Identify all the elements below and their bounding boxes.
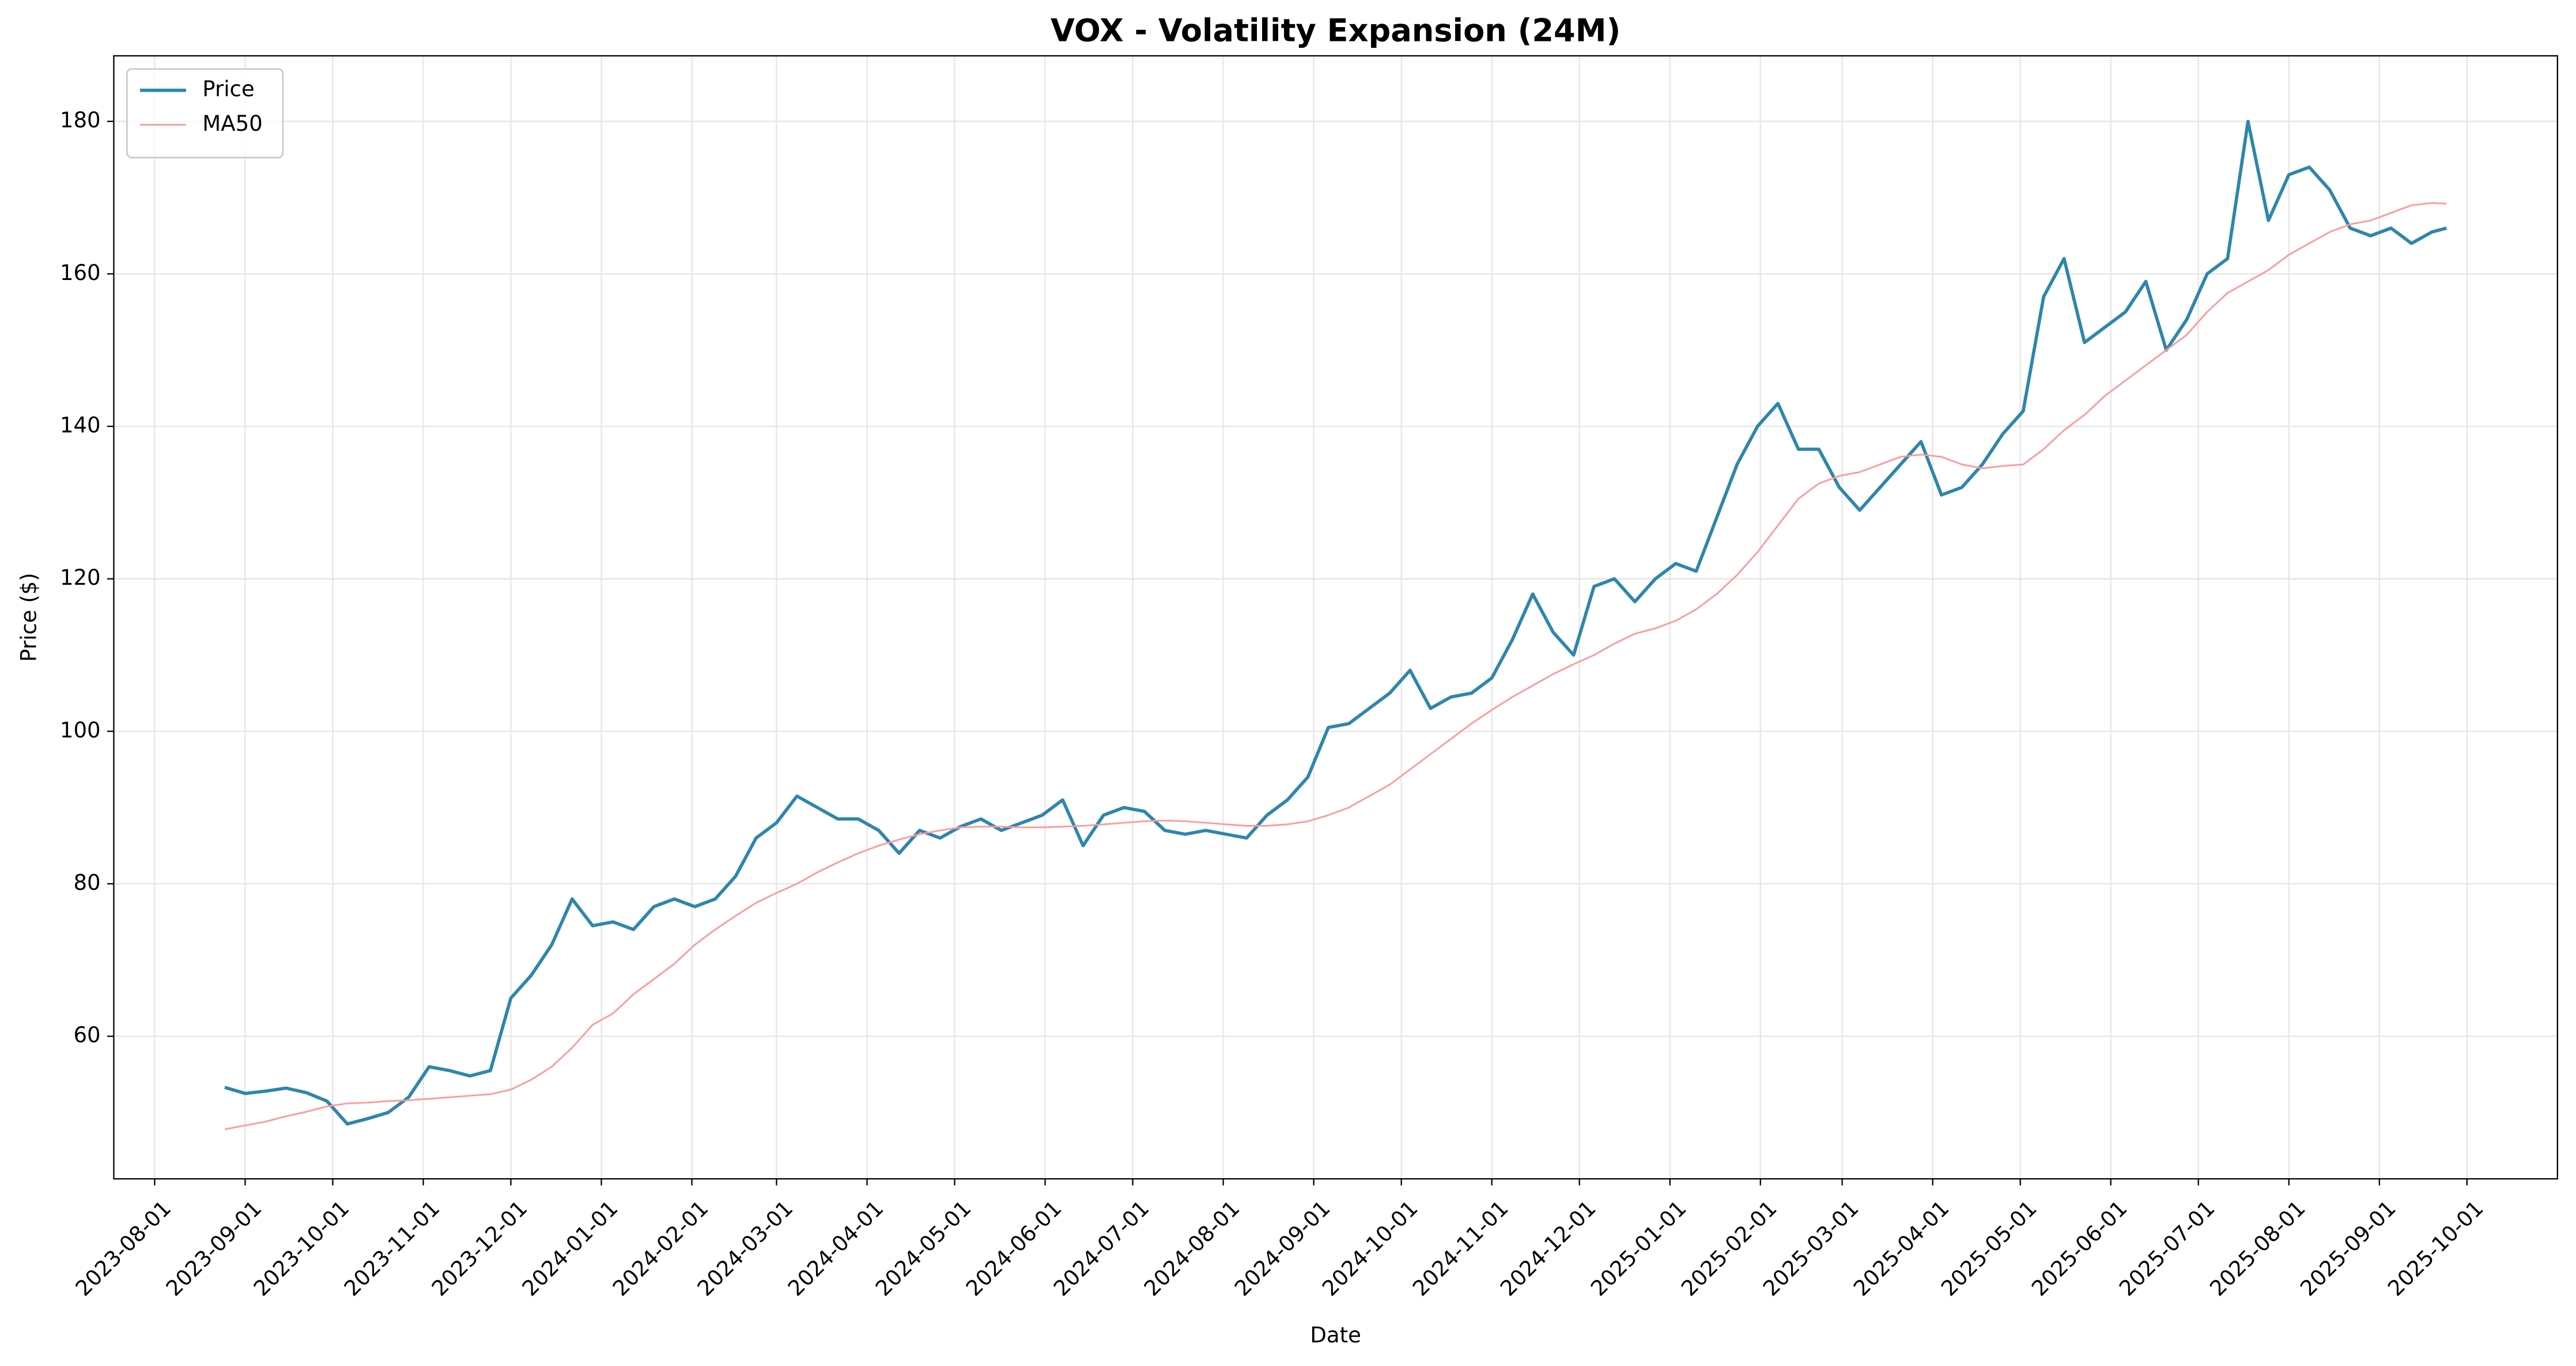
x-tick-label: 2024-08-01 xyxy=(1139,1196,1245,1301)
line-series xyxy=(224,202,2447,1130)
y-tick-label: 180 xyxy=(60,108,101,133)
y-tick-label: 100 xyxy=(60,718,101,743)
x-tick-label: 2023-08-01 xyxy=(71,1196,176,1301)
y-tick-label: 60 xyxy=(73,1023,100,1047)
x-tick-label: 2025-01-01 xyxy=(1586,1196,1691,1301)
plot-frame xyxy=(113,55,2559,1180)
y-tick-label: 120 xyxy=(60,565,101,590)
chart-title: VOX - Volatility Expansion (24M) xyxy=(1051,13,1621,49)
line-series xyxy=(224,119,2447,1126)
y-axis-label: Price ($) xyxy=(17,573,41,662)
legend-label: MA50 xyxy=(202,111,262,136)
x-tick-label: 2024-01-01 xyxy=(518,1196,623,1301)
y-tick-label: 160 xyxy=(60,260,101,285)
legend-label: Price xyxy=(202,77,254,101)
y-tick-label: 140 xyxy=(60,413,101,438)
x-tick-label: 2025-08-01 xyxy=(2205,1196,2310,1301)
x-axis-label: Date xyxy=(1310,1323,1361,1348)
legend: Price MA50 xyxy=(126,68,284,159)
y-tick-label: 80 xyxy=(73,871,100,895)
